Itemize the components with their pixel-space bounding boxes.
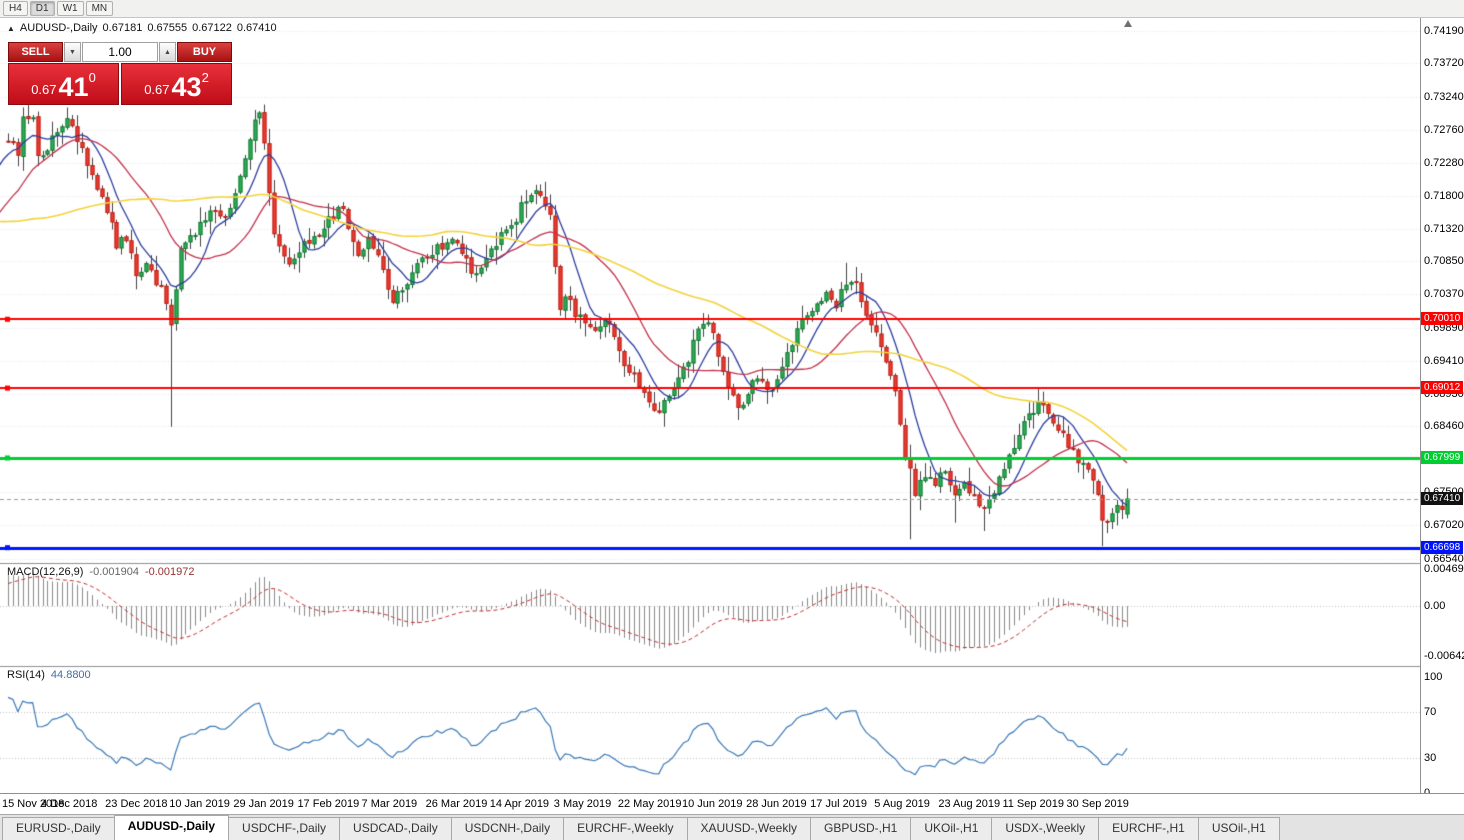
sell-price-big-digits: 41 (58, 72, 89, 102)
tab-gbpusd-h1[interactable]: GBPUSD-,H1 (810, 817, 912, 840)
tab-usdcnh-daily[interactable]: USDCNH-,Daily (450, 817, 565, 840)
time-axis-label: 5 Aug 2019 (874, 798, 930, 810)
sell-price-display[interactable]: 0.67 41 0 (8, 63, 119, 105)
hline-price-tag[interactable]: 0.66698 (1421, 541, 1464, 554)
symbol-marker-icon: ▲ (7, 23, 15, 33)
price-axis-label: 0.71800 (1424, 190, 1464, 202)
tab-audusd-daily[interactable]: AUDUSD-,Daily (113, 815, 230, 840)
time-axis-label: 22 May 2019 (617, 798, 682, 810)
tab-ukoil-h1[interactable]: UKOil-,H1 (910, 817, 993, 840)
rsi-name: RSI(14) (7, 669, 45, 681)
sell-price-prefix: 0.67 (31, 82, 57, 97)
time-axis-label: 4 Dec 2018 (41, 798, 98, 810)
price-axis-label: 0.70850 (1424, 255, 1464, 267)
timeframe-button-d1[interactable]: D1 (29, 1, 55, 16)
price-axis-label: 0.69890 (1424, 322, 1464, 334)
trade-panel-prices: 0.67 41 0 0.67 43 2 (8, 63, 232, 105)
low-value: 0.67122 (192, 22, 232, 34)
time-axis-label: 30 Sep 2019 (1066, 798, 1129, 810)
tab-usdx-weekly[interactable]: USDX-,Weekly (991, 817, 1100, 840)
rsi-axis-label: 30 (1424, 752, 1437, 764)
chart-shift-marker-icon (1124, 20, 1132, 27)
time-axis-label: 10 Jun 2019 (681, 798, 743, 810)
timeframe-button-w1[interactable]: W1 (56, 1, 84, 16)
timeframe-button-mn[interactable]: MN (85, 1, 114, 16)
buy-button[interactable]: BUY (177, 42, 232, 62)
price-axis-label: 0.72280 (1424, 157, 1464, 169)
buy-price-pipette: 2 (201, 70, 209, 85)
buy-price-big-digits: 43 (171, 72, 202, 102)
macd-signal-value: -0.001972 (144, 566, 195, 578)
tab-xauusd-weekly[interactable]: XAUUSD-,Weekly (686, 817, 811, 840)
sell-price-pipette: 0 (88, 70, 96, 85)
close-value: 0.67410 (236, 22, 277, 34)
volume-increase-button[interactable]: ▲ (159, 42, 176, 62)
time-axis-label: 11 Sep 2019 (1002, 798, 1065, 810)
time-axis-label: 28 Jun 2019 (746, 798, 807, 810)
timeframe-button-h4[interactable]: H4 (3, 1, 28, 16)
tab-usoil-h1[interactable]: USOil-,H1 (1197, 817, 1280, 840)
price-axis-label: 0.72760 (1424, 124, 1464, 136)
tab-usdcad-daily[interactable]: USDCAD-,Daily (339, 817, 452, 840)
rsi-value: 44.8800 (50, 669, 91, 681)
price-axis-label: 0.67020 (1424, 519, 1464, 531)
time-axis-label: 23 Dec 2018 (105, 798, 168, 810)
tab-eurusd-daily[interactable]: EURUSD-,Daily (2, 817, 115, 840)
time-axis-label: 3 May 2019 (553, 798, 612, 810)
price-axis-label: 0.69410 (1424, 355, 1464, 367)
sell-button[interactable]: SELL (8, 42, 63, 62)
current-price-tag: 0.67410 (1421, 492, 1464, 505)
hline-price-tag[interactable]: 0.67999 (1421, 451, 1464, 464)
buy-price-display[interactable]: 0.67 43 2 (121, 63, 232, 105)
tab-eurchf-h1[interactable]: EURCHF-,H1 (1098, 817, 1199, 840)
price-chart-canvas[interactable] (0, 18, 1420, 793)
macd-axis-label: 0.004696 (1424, 563, 1464, 575)
tab-eurchf-weekly[interactable]: EURCHF-,Weekly (563, 817, 688, 840)
buy-price-prefix: 0.67 (144, 82, 170, 97)
time-axis-label: 17 Jul 2019 (810, 798, 868, 810)
price-axis-label: 0.73240 (1424, 91, 1464, 103)
time-axis-label: 7 Mar 2019 (361, 798, 418, 810)
hline-price-tag[interactable]: 0.70010 (1421, 312, 1464, 325)
symbol-period-label: AUDUSD-,Daily (19, 22, 98, 34)
macd-indicator-label: MACD(12,26,9) -0.001904 -0.001972 (7, 566, 195, 578)
trade-panel-controls: SELL ▼ ▲ BUY (8, 42, 232, 62)
high-value: 0.67555 (147, 22, 188, 34)
timeframe-toolbar: H4 D1 W1 MN (0, 0, 1464, 18)
price-axis-label: 0.74190 (1424, 25, 1464, 37)
volume-decrease-button[interactable]: ▼ (64, 42, 81, 62)
hline-price-tag[interactable]: 0.69012 (1421, 381, 1464, 394)
price-axis-label: 0.66540 (1424, 553, 1464, 565)
chart-tabbar: EURUSD-,Daily AUDUSD-,Daily USDCHF-,Daily U… (0, 814, 1464, 840)
macd-axis-label: 0.00 (1424, 600, 1446, 612)
one-click-trading-panel: SELL ▼ ▲ BUY 0.67 41 0 0.67 43 2 (8, 42, 232, 105)
rsi-indicator-label: RSI(14) 44.8800 (7, 669, 91, 681)
macd-name: MACD(12,26,9) (7, 566, 84, 578)
open-value: 0.67181 (102, 22, 143, 34)
ohlc-info-line: ▲ AUDUSD-,Daily 0.67181 0.67555 0.67122 … (7, 22, 277, 34)
macd-axis-label: -0.006427 (1424, 650, 1464, 662)
rsi-axis-label: 100 (1424, 671, 1443, 683)
price-axis-label: 0.68460 (1424, 420, 1464, 432)
rsi-axis-label: 70 (1424, 706, 1437, 718)
time-axis-label: 10 Jan 2019 (169, 798, 230, 810)
volume-input[interactable] (82, 42, 158, 62)
time-axis[interactable]: 15 Nov 2018 4 Dec 2018 23 Dec 2018 10 Jan 2… (0, 793, 1464, 814)
price-axis[interactable]: 0.74190 0.73720 0.73240 0.72760 0.72280 0.718… (1420, 18, 1464, 799)
price-axis-label: 0.70370 (1424, 288, 1464, 300)
tab-usdchf-daily[interactable]: USDCHF-,Daily (228, 817, 341, 840)
time-axis-label: 15 Nov 2018 (2, 798, 65, 810)
time-axis-label: 26 Mar 2019 (425, 798, 488, 810)
macd-main-value: -0.001904 (89, 566, 139, 578)
time-axis-label: 14 Apr 2019 (489, 798, 550, 810)
price-axis-label: 0.71320 (1424, 223, 1464, 235)
time-axis-label: 17 Feb 2019 (297, 798, 360, 810)
price-axis-label: 0.73720 (1424, 57, 1464, 69)
time-axis-label: 23 Aug 2019 (938, 798, 1001, 810)
time-axis-label: 29 Jan 2019 (233, 798, 294, 810)
